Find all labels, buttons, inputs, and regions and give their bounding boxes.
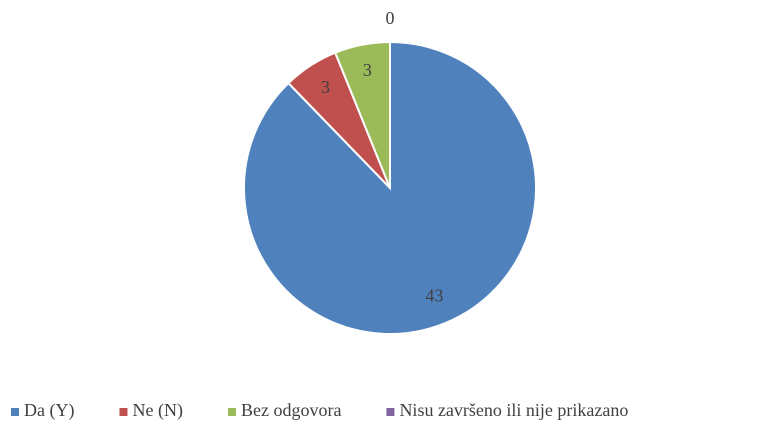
legend-label: Nisu završeno ili nije prikazano: [399, 400, 628, 420]
legend-marker: [119, 408, 128, 416]
legend-label: Da (Y): [24, 400, 74, 421]
legend-marker: [386, 408, 395, 416]
legend-label: Ne (N): [132, 400, 182, 421]
data-label: 0: [386, 8, 395, 28]
data-label: 3: [363, 60, 372, 80]
data-label: 43: [425, 286, 443, 306]
data-label: 3: [321, 77, 330, 97]
legend-marker: [11, 408, 19, 416]
legend-marker: [227, 408, 236, 416]
legend-label: Bez odgovora: [241, 400, 341, 420]
